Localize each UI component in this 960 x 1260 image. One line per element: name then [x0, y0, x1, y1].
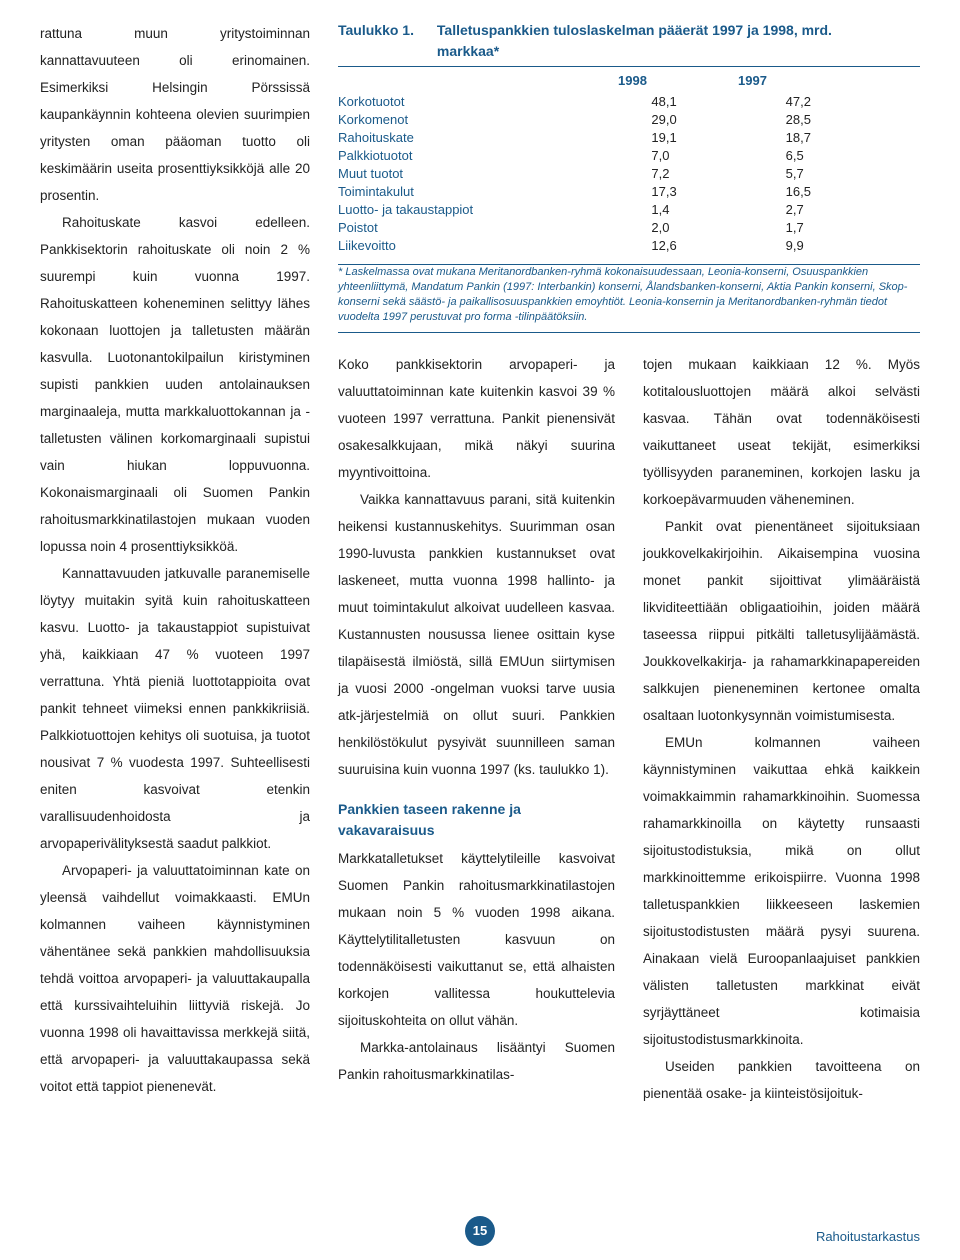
yh-spacer — [338, 73, 618, 88]
table-row: Palkkiotuotot7,06,5 — [338, 146, 920, 164]
right-p2: Pankit ovat pienentäneet sijoituksiaan j… — [643, 513, 920, 729]
row-val-1998: 48,1 — [651, 92, 785, 110]
row-val-1997: 47,2 — [786, 92, 920, 110]
data-table: Korkotuotot48,147,2Korkomenot29,028,5Rah… — [338, 92, 920, 254]
row-val-1997: 6,5 — [786, 146, 920, 164]
row-val-1997: 16,5 — [786, 182, 920, 200]
left-p2: Rahoituskate kasvoi edelleen. Pankkisekt… — [40, 209, 310, 560]
row-label: Liikevoitto — [338, 236, 651, 254]
row-label: Rahoituskate — [338, 128, 651, 146]
row-val-1998: 2,0 — [651, 218, 785, 236]
row-label: Muut tuotot — [338, 164, 651, 182]
mid-p2: Vaikka kannattavuus parani, sitä kuitenk… — [338, 486, 615, 783]
row-label: Poistot — [338, 218, 651, 236]
row-val-1998: 17,3 — [651, 182, 785, 200]
right-p1: tojen mukaan kaikkiaan 12 %. Myös kotita… — [643, 351, 920, 513]
table-row: Toimintakulut17,316,5 — [338, 182, 920, 200]
row-val-1997: 9,9 — [786, 236, 920, 254]
row-val-1997: 1,7 — [786, 218, 920, 236]
row-val-1998: 29,0 — [651, 110, 785, 128]
row-val-1997: 18,7 — [786, 128, 920, 146]
table-title-prefix: Taulukko 1. — [338, 20, 433, 41]
left-p3: Kannattavuuden jatkuvalle paranemiselle … — [40, 560, 310, 857]
table-row: Luotto- ja takaustappiot1,42,7 — [338, 200, 920, 218]
row-val-1997: 5,7 — [786, 164, 920, 182]
table-row: Rahoituskate19,118,7 — [338, 128, 920, 146]
row-label: Korkomenot — [338, 110, 651, 128]
page-number: 15 — [465, 1216, 495, 1246]
table-title-rest: Talletuspankkien tuloslaskelman pääerät … — [437, 20, 887, 62]
table-title: Taulukko 1. Talletuspankkien tuloslaskel… — [338, 20, 920, 62]
row-label: Toimintakulut — [338, 182, 651, 200]
row-val-1998: 12,6 — [651, 236, 785, 254]
yh-1998: 1998 — [618, 73, 738, 88]
left-p1: rattuna muun yritystoiminnan kannattavuu… — [40, 20, 310, 209]
row-val-1998: 19,1 — [651, 128, 785, 146]
table-row: Muut tuotot7,25,7 — [338, 164, 920, 182]
table-row: Liikevoitto12,69,9 — [338, 236, 920, 254]
right-p4: Useiden pankkien tavoitteena on pienentä… — [643, 1053, 920, 1107]
mid-p3: Markkatalletukset käyttelytileille kasvo… — [338, 845, 615, 1034]
row-val-1998: 7,2 — [651, 164, 785, 182]
row-label: Korkotuotot — [338, 92, 651, 110]
page-layout: rattuna muun yritystoiminnan kannattavuu… — [40, 20, 920, 1107]
row-val-1998: 7,0 — [651, 146, 785, 164]
right-p3: EMUn kolmannen vaiheen käynnistyminen va… — [643, 729, 920, 1053]
table-row: Korkotuotot48,147,2 — [338, 92, 920, 110]
table-row: Poistot2,01,7 — [338, 218, 920, 236]
row-val-1997: 2,7 — [786, 200, 920, 218]
table-footnote: * Laskelmassa ovat mukana Meritanordbank… — [338, 264, 920, 333]
section-heading: Pankkien taseen rakenne ja vakavaraisuus — [338, 799, 615, 841]
yh-1997: 1997 — [738, 73, 858, 88]
left-p4: Arvopaperi- ja valuuttatoiminnan kate on… — [40, 857, 310, 1100]
footer-brand: Rahoitustarkastus — [816, 1229, 920, 1244]
mid-p4: Markka-antolainaus lisääntyi Suomen Pank… — [338, 1034, 615, 1088]
table-year-header: 1998 1997 — [338, 67, 920, 92]
row-label: Palkkiotuotot — [338, 146, 651, 164]
left-column: rattuna muun yritystoiminnan kannattavuu… — [40, 20, 310, 1107]
mid-p1: Koko pankkisektorin arvopaperi- ja valuu… — [338, 351, 615, 486]
row-label: Luotto- ja takaustappiot — [338, 200, 651, 218]
right-area: Taulukko 1. Talletuspankkien tuloslaskel… — [338, 20, 920, 1107]
row-val-1998: 1,4 — [651, 200, 785, 218]
row-val-1997: 28,5 — [786, 110, 920, 128]
mid-column: Koko pankkisektorin arvopaperi- ja valuu… — [338, 351, 615, 1107]
right-column: tojen mukaan kaikkiaan 12 %. Myös kotita… — [643, 351, 920, 1107]
table-row: Korkomenot29,028,5 — [338, 110, 920, 128]
lower-two-columns: Koko pankkisektorin arvopaperi- ja valuu… — [338, 351, 920, 1107]
